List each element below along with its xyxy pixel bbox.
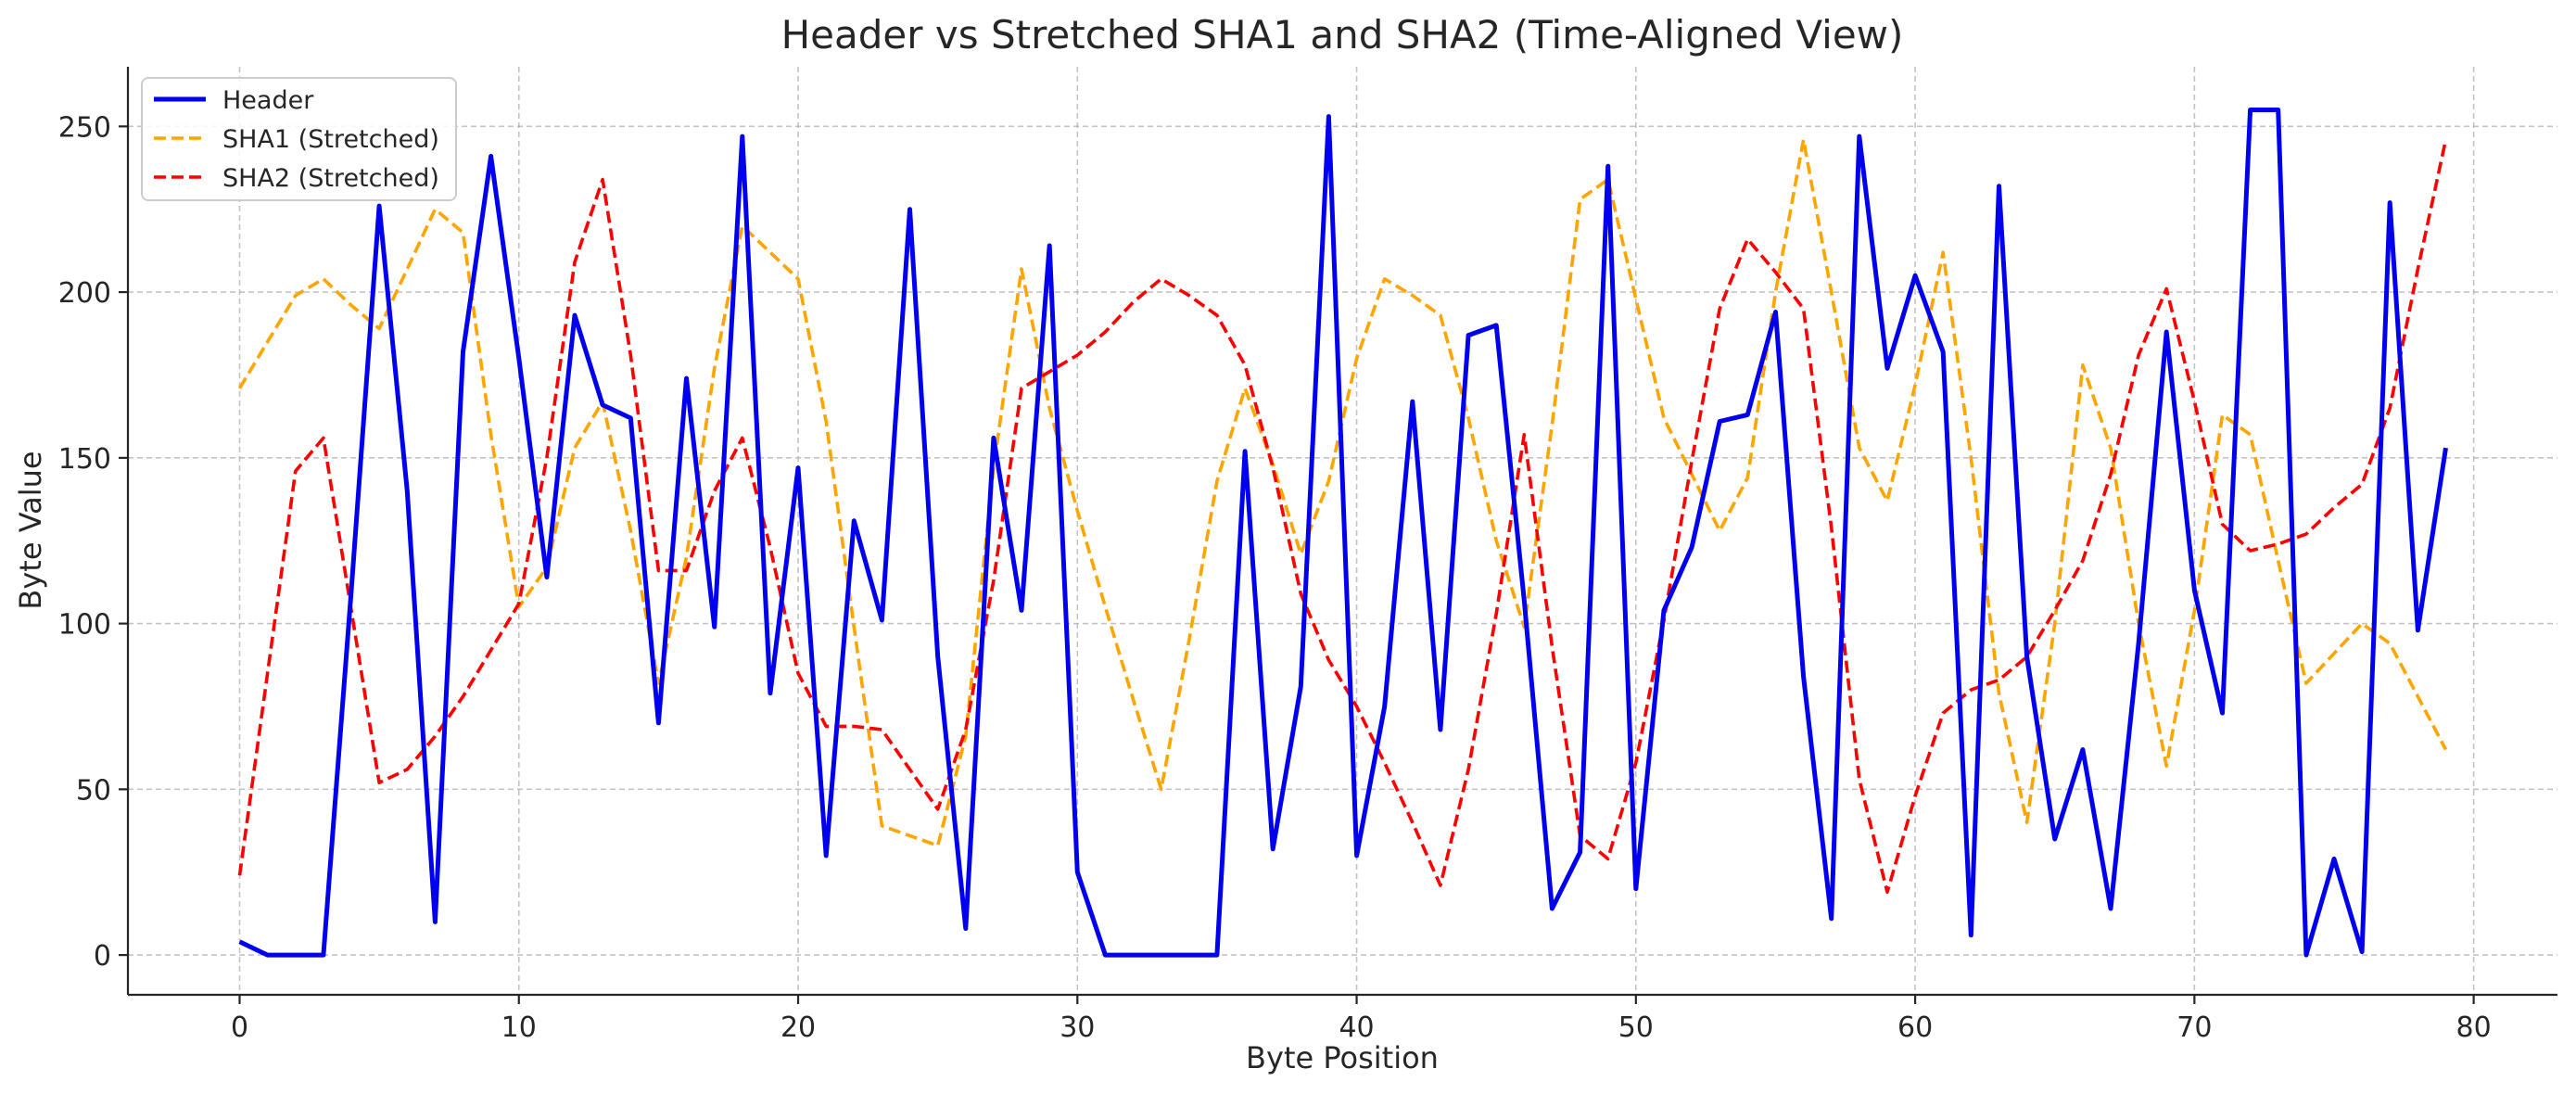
legend: Header SHA1 (Stretched) SHA2 (Stretched) — [141, 77, 457, 201]
y-tick-label: 200 — [58, 277, 111, 310]
x-tick-label: 30 — [1060, 1011, 1095, 1044]
y-tick-label: 250 — [58, 111, 111, 144]
y-tick-label: 0 — [94, 940, 111, 973]
series-line-header — [238, 108, 2448, 958]
y-tick-label: 50 — [76, 774, 111, 807]
x-tick-label: 70 — [2176, 1011, 2212, 1044]
x-tick-label: 0 — [231, 1011, 248, 1044]
legend-box — [141, 77, 457, 201]
x-tick-label: 80 — [2456, 1011, 2492, 1044]
y-axis-ticks: 0 50 100 150 200 250 — [58, 111, 128, 973]
x-tick-label: 50 — [1618, 1011, 1654, 1044]
axes — [126, 67, 2557, 997]
series-line-sha1-stretched — [237, 137, 2448, 847]
legend-label: SHA2 (Stretched) — [222, 164, 439, 193]
chart-title: Header vs Stretched SHA1 and SHA2 (Time-… — [781, 12, 1904, 57]
series-lines — [237, 108, 2448, 958]
x-tick-label: 60 — [1897, 1011, 1933, 1044]
series-line-sha2-stretched — [237, 139, 2448, 895]
x-tick-label: 40 — [1339, 1011, 1374, 1044]
y-tick-label: 150 — [58, 443, 111, 476]
legend-label: SHA1 (Stretched) — [222, 125, 439, 154]
legend-label: Header — [222, 86, 314, 115]
x-tick-label: 20 — [780, 1011, 816, 1044]
x-tick-label: 10 — [501, 1011, 537, 1044]
x-axis-ticks: 0 10 20 30 40 50 60 70 80 — [231, 995, 2492, 1044]
x-axis-label: Byte Position — [1246, 1040, 1439, 1075]
y-tick-label: 100 — [58, 609, 111, 642]
y-axis-label: Byte Value — [13, 451, 48, 609]
